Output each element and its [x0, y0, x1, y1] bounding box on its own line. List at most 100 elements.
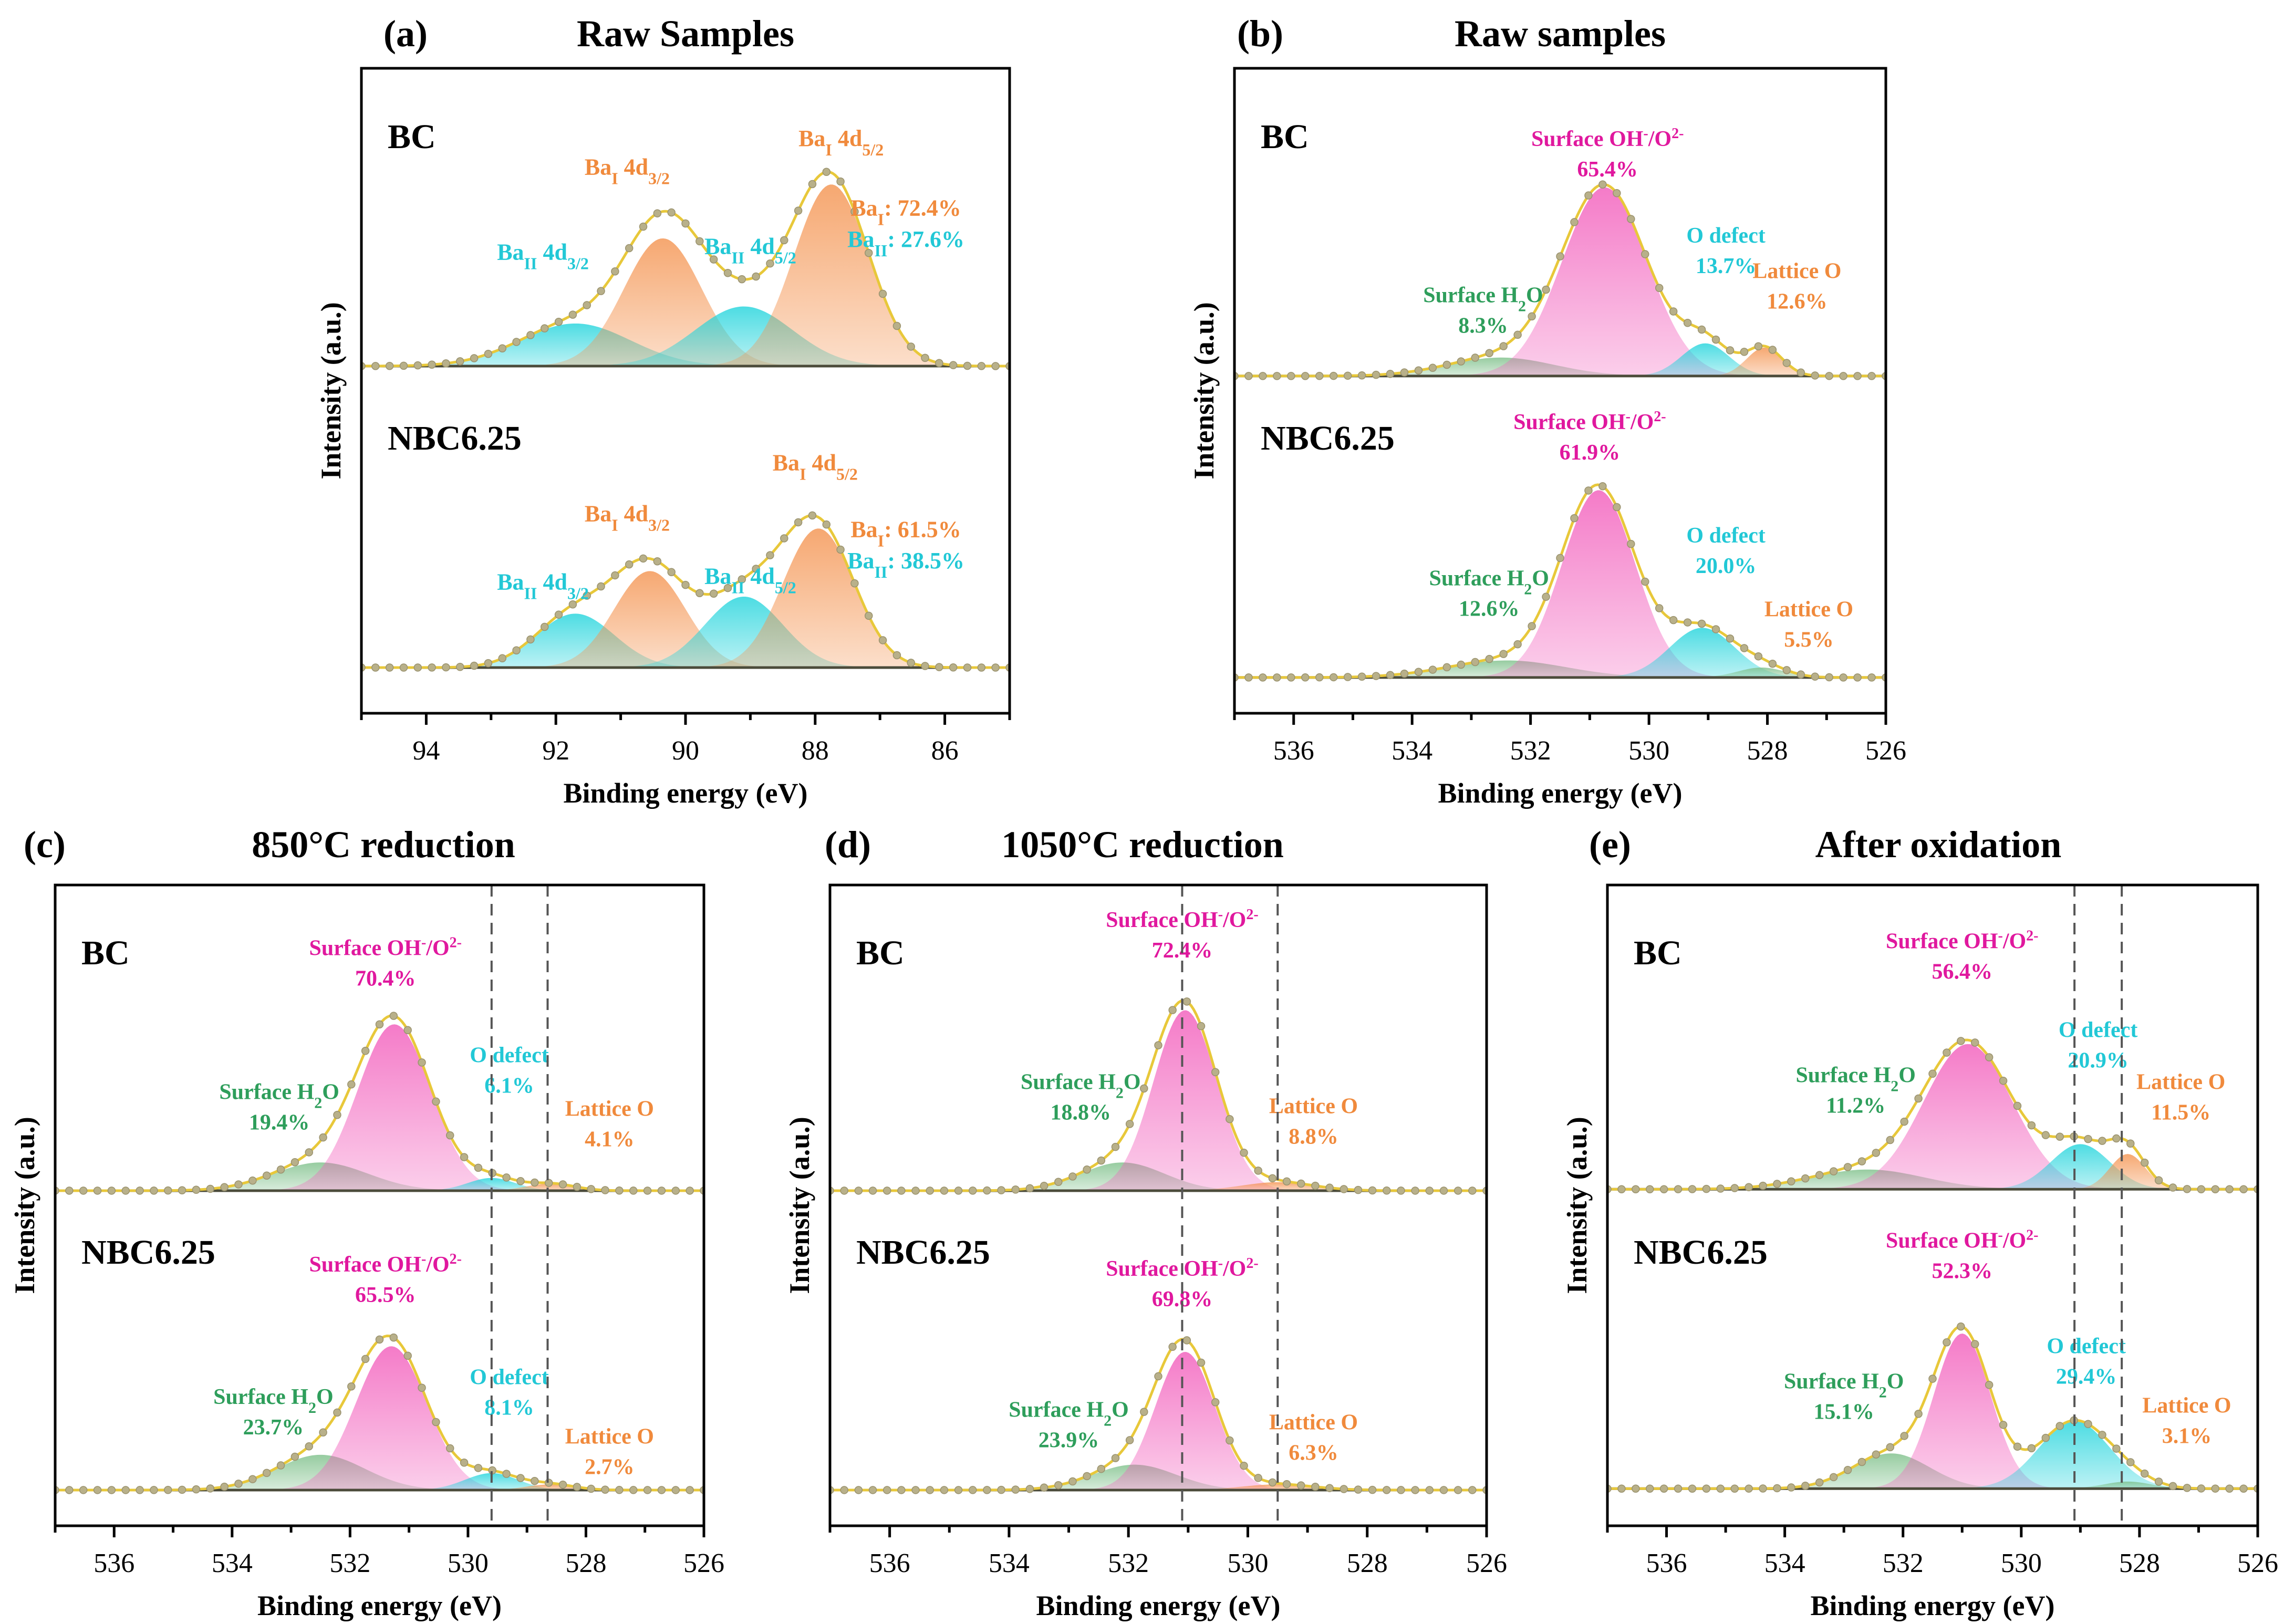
- peak-percentage: 8.3%: [1458, 314, 1508, 338]
- peak-annotation: Surface OH-/O2-: [1513, 409, 1666, 435]
- peak-o-defect: [1607, 1421, 2258, 1489]
- data-point: [1754, 342, 1763, 351]
- data-point: [1853, 372, 1862, 380]
- data-point: [864, 611, 873, 620]
- data-point: [1383, 1486, 1391, 1494]
- peak-surface-oh-o2-: [55, 1346, 704, 1490]
- data-point: [1768, 659, 1777, 668]
- peak-annotation: Lattice O: [1752, 259, 1841, 283]
- data-point: [361, 1355, 370, 1363]
- peak-annotation: BaI 4d3/2: [585, 154, 670, 188]
- data-point: [1499, 650, 1508, 658]
- data-point: [371, 362, 380, 370]
- data-point: [850, 207, 859, 216]
- data-point: [639, 554, 648, 563]
- data-point: [1584, 191, 1593, 200]
- peak-percentage: 65.4%: [1577, 158, 1638, 182]
- data-point: [2239, 1484, 2248, 1493]
- data-point: [418, 1058, 426, 1067]
- peak-annotation: Lattice O: [565, 1424, 654, 1449]
- data-point: [442, 663, 450, 672]
- sample-label: NBC6.25: [1634, 1233, 1768, 1272]
- axes-frame: [1233, 67, 1887, 715]
- data-point: [1442, 663, 1451, 672]
- data-point: [854, 1486, 863, 1494]
- data-point: [752, 272, 760, 281]
- panel-b: (b) Raw samples BC Surface OH-/O2- 65.4% Surf…: [1188, 13, 1906, 809]
- data-point: [1970, 1038, 1979, 1047]
- data-point: [1943, 1048, 1951, 1057]
- data-point: [1040, 1483, 1048, 1492]
- data-point: [568, 600, 577, 609]
- data-point: [1617, 1185, 1626, 1194]
- data-point: [192, 1185, 201, 1194]
- peak-lattice-o: [1234, 667, 1886, 678]
- data-point: [1857, 1458, 1866, 1466]
- data-point: [540, 622, 549, 631]
- data-point: [1928, 1069, 1937, 1078]
- data-point: [583, 591, 591, 600]
- data-point: [2055, 1422, 2064, 1430]
- data-point: [1914, 1094, 1923, 1103]
- data-point: [1301, 673, 1310, 682]
- peak-percentage: 20.9%: [2068, 1048, 2129, 1073]
- data-point: [935, 359, 943, 368]
- data-point: [850, 579, 859, 588]
- data-point: [474, 1163, 483, 1172]
- peak-annotation: Surface OH-/O2-: [1531, 126, 1684, 152]
- data-point: [474, 1464, 483, 1472]
- peak-annotation: Surface H2O: [1429, 566, 1549, 598]
- data-point: [2084, 1420, 2092, 1429]
- peak-annotation: BaI: 72.4%: [850, 195, 961, 229]
- data-point: [653, 557, 662, 566]
- data-point: [375, 1020, 384, 1029]
- sample-label: NBC6.25: [1261, 419, 1395, 457]
- data-point: [1645, 1185, 1654, 1193]
- data-point: [625, 244, 634, 253]
- data-point: [1528, 622, 1536, 630]
- x-tick-label: 534: [989, 1548, 1030, 1578]
- peak-percentage: 3.1%: [2162, 1424, 2212, 1448]
- data-point: [65, 1486, 74, 1494]
- data-point: [1254, 1474, 1262, 1482]
- data-point: [1454, 1186, 1462, 1195]
- data-point: [681, 580, 690, 589]
- plot-area: [1234, 180, 1886, 682]
- x-tick-label: 528: [2119, 1548, 2160, 1578]
- data-point: [1740, 644, 1749, 652]
- data-point: [1811, 371, 1819, 380]
- data-point: [667, 208, 676, 217]
- data-point: [1411, 1186, 1419, 1195]
- data-point: [868, 1186, 877, 1195]
- data-point: [1357, 371, 1366, 380]
- peak-annotation: Surface H2O: [1784, 1370, 1904, 1401]
- data-point: [1040, 1181, 1048, 1190]
- data-point: [1655, 284, 1664, 293]
- spectrum-nbc625: [55, 1333, 704, 1494]
- peak-surface-oh-o2-: [1607, 1334, 2258, 1489]
- data-point: [1400, 368, 1409, 377]
- x-tick-label: 92: [542, 736, 569, 766]
- data-point: [290, 1452, 299, 1461]
- data-point: [1797, 368, 1805, 377]
- data-point: [629, 1486, 638, 1494]
- data-point: [1097, 1464, 1106, 1473]
- plot-area: [55, 1012, 704, 1494]
- data-point: [766, 551, 774, 559]
- data-point: [526, 331, 535, 339]
- data-point: [1513, 640, 1522, 649]
- data-point: [1598, 482, 1607, 491]
- data-point: [276, 1165, 285, 1174]
- data-point: [1815, 1171, 1824, 1179]
- data-point: [1943, 1338, 1951, 1347]
- data-point: [526, 635, 535, 644]
- x-tick-label: 526: [1865, 736, 1906, 766]
- peak-percentage: 12.6%: [1767, 289, 1828, 314]
- peak-percentage: 4.1%: [585, 1128, 635, 1152]
- data-point: [2183, 1484, 2192, 1492]
- data-point: [1659, 1185, 1668, 1193]
- data-point: [822, 168, 831, 176]
- peak-annotation: Surface H2O: [213, 1385, 333, 1417]
- data-point: [1674, 1484, 1683, 1493]
- peak-annotation: Surface OH-/O2-: [1886, 928, 2038, 954]
